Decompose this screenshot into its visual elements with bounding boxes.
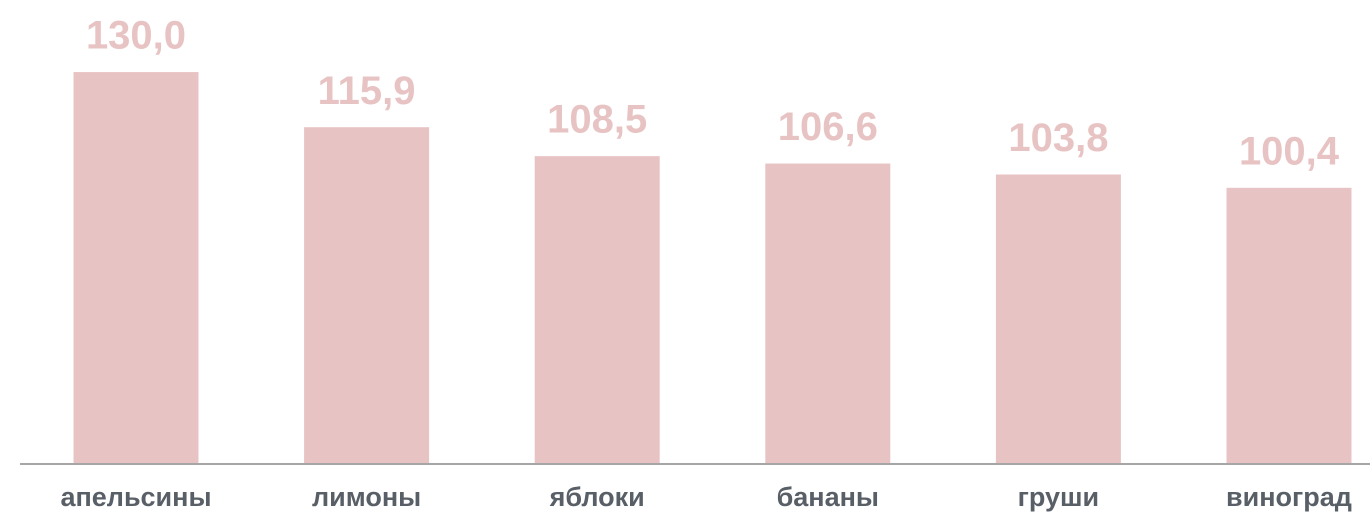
bar	[304, 127, 430, 463]
value-label: 106,6	[778, 105, 878, 149]
x-tick-label: яблоки	[549, 482, 645, 512]
value-label: 100,4	[1239, 129, 1340, 173]
bar	[534, 156, 660, 464]
x-tick-label: груши	[1018, 482, 1100, 512]
x-tick-label: апельсины	[60, 482, 211, 512]
bar	[73, 72, 199, 463]
x-tick-label: лимоны	[312, 482, 421, 512]
value-label: 115,9	[318, 69, 416, 113]
value-label: 108,5	[547, 98, 647, 142]
x-tick-label: виноград	[1226, 482, 1352, 512]
bar	[995, 174, 1121, 463]
bar	[765, 163, 891, 463]
value-label: 103,8	[1008, 116, 1108, 160]
x-tick-label: бананы	[777, 482, 879, 512]
value-label: 130,0	[86, 14, 186, 58]
bar	[1226, 187, 1352, 464]
